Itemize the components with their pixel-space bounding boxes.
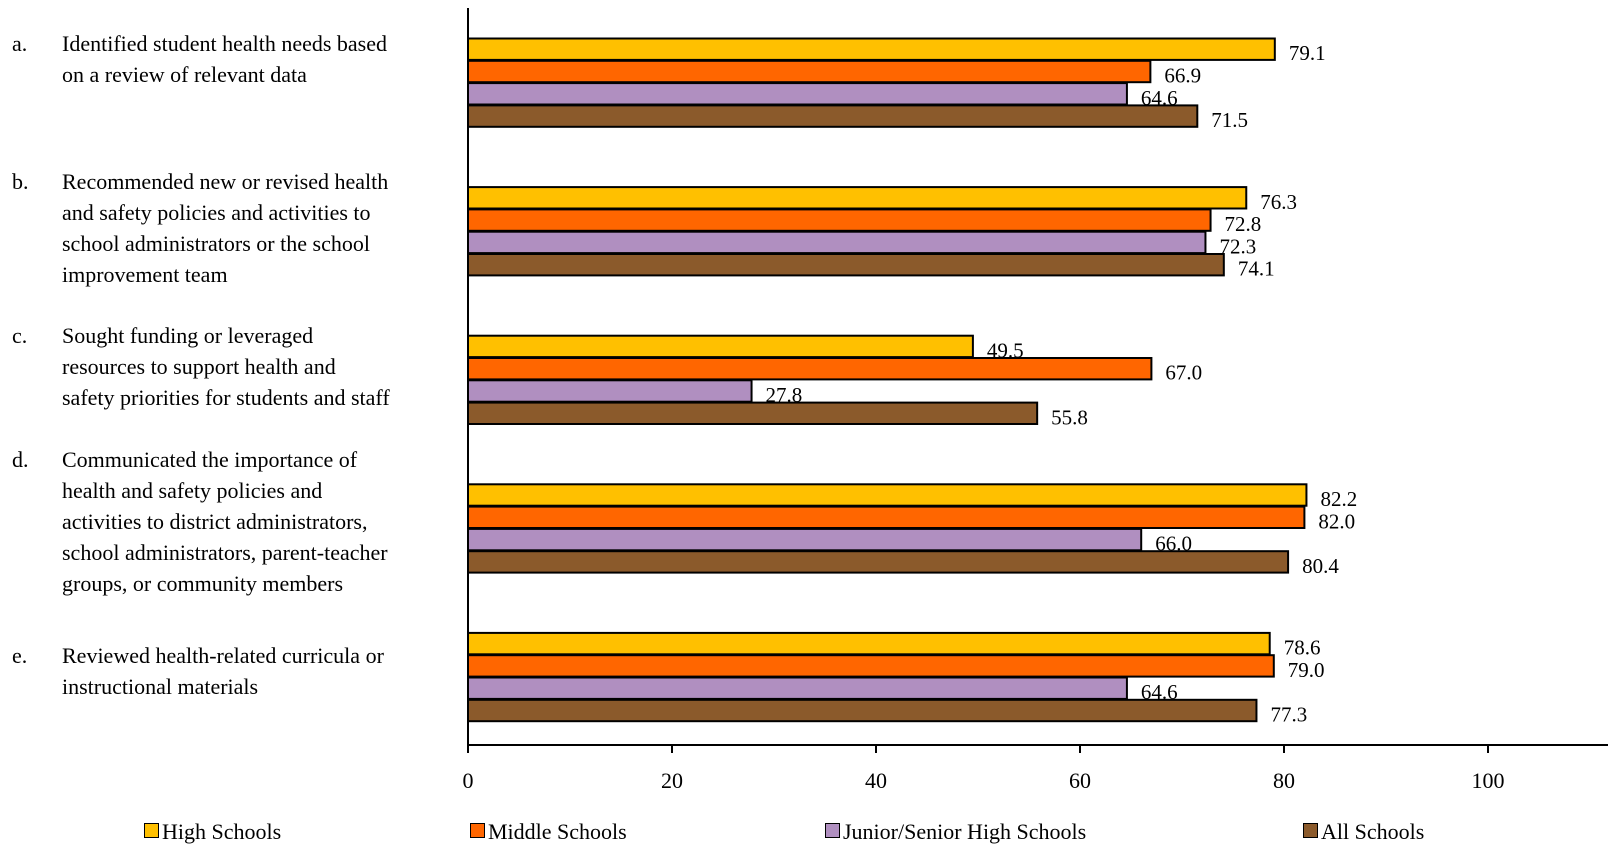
bar-middle-schools-b [467, 208, 1212, 232]
data-label: 78.6 [1284, 636, 1321, 660]
category-text-line: improvement team [62, 262, 228, 287]
bar-all-schools-c [467, 401, 1039, 426]
bar-middle-schools-c [467, 357, 1153, 381]
bar-junior-senior-high-schools-c [467, 379, 753, 403]
x-tick-label: 20 [661, 768, 683, 793]
data-label: 82.2 [1320, 487, 1357, 511]
bar-junior-senior-high-schools-e [467, 676, 1128, 700]
x-tick-label: 40 [865, 768, 887, 793]
x-tick-label: 0 [463, 768, 474, 793]
bar-all-schools-d [467, 550, 1290, 574]
data-label: 80.4 [1302, 554, 1339, 578]
legend-swatch [1303, 823, 1318, 838]
bar-middle-schools-d [467, 505, 1306, 530]
data-label: 82.0 [1318, 509, 1355, 533]
legend-label: All Schools [1321, 819, 1425, 844]
bar-high-schools-d [467, 483, 1308, 507]
bar-all-schools-a [467, 104, 1199, 128]
category-text: Identified student health needs based on … [62, 28, 462, 90]
category-text: Sought funding or leveraged resources to … [62, 320, 462, 413]
x-tick-label: 100 [1472, 768, 1505, 793]
legend-label: High Schools [162, 819, 282, 844]
bar-junior-senior-high-schools-d [467, 527, 1143, 552]
category-text-line: Identified student health needs based [62, 31, 388, 56]
legend: High Schools Middle Schools Junior/Senior … [0, 818, 1608, 858]
bar-high-schools-a [467, 37, 1276, 61]
legend-swatch [825, 823, 840, 838]
data-label: 72.8 [1225, 212, 1262, 236]
category-text: Reviewed health-related curricula or inst… [62, 640, 462, 702]
category-letter: b. [12, 169, 29, 194]
category-text-line: Communicated the importance of [62, 447, 358, 472]
data-label: 72.3 [1219, 234, 1256, 258]
category-text-line: health and safety policies and [62, 478, 323, 503]
category-text-line: Sought funding or leveraged [62, 323, 314, 348]
category-text-line: instructional materials [62, 674, 259, 699]
bar-junior-senior-high-schools-a [467, 82, 1128, 106]
category-text-line: school administrators, parent-teacher [62, 540, 388, 565]
bar-middle-schools-e [467, 654, 1275, 678]
data-label: 79.1 [1289, 41, 1326, 65]
bar-high-schools-c [467, 334, 974, 359]
category-letter: c. [12, 323, 28, 348]
category-text: Communicated the importance of health and… [62, 444, 462, 599]
data-label: 71.5 [1211, 108, 1248, 132]
data-label: 74.1 [1238, 257, 1275, 281]
data-label: 67.0 [1165, 361, 1202, 385]
bar-high-schools-e [467, 631, 1271, 656]
category-text-line: on a review of relevant data [62, 62, 307, 87]
category-text: Recommended new or revised health and saf… [62, 166, 462, 290]
data-label: 77.3 [1270, 703, 1307, 727]
legend-item: All Schools [1303, 818, 1424, 846]
legend-label: Junior/Senior High Schools [843, 819, 1087, 844]
category-text-line: and safety policies and activities to [62, 200, 371, 225]
x-tick-label: 60 [1069, 768, 1091, 793]
bar-high-schools-b [467, 186, 1248, 210]
data-label: 66.9 [1164, 64, 1201, 88]
bar-junior-senior-high-schools-b [467, 230, 1207, 255]
data-label: 79.0 [1288, 658, 1325, 682]
legend-item: Junior/Senior High Schools [825, 818, 1086, 846]
category-text-line: Reviewed health-related curricula or [62, 643, 384, 668]
legend-item: High Schools [144, 818, 281, 846]
category-text-line: resources to support health and [62, 354, 336, 379]
legend-swatch [470, 823, 485, 838]
category-text-line: groups, or community members [62, 571, 344, 596]
legend-item: Middle Schools [470, 818, 627, 846]
bar-middle-schools-a [467, 59, 1152, 84]
category-text-line: school administrators or the school [62, 231, 370, 256]
data-label: 55.8 [1051, 405, 1088, 429]
category-text-line: activities to district administrators, [62, 509, 368, 534]
x-tick-label: 80 [1273, 768, 1295, 793]
bar-all-schools-b [467, 253, 1225, 277]
category-text-line: Recommended new or revised health [62, 169, 389, 194]
category-letter: d. [12, 447, 29, 472]
category-text-line: safety priorities for students and staff [62, 385, 390, 410]
legend-label: Middle Schools [488, 819, 627, 844]
data-label: 76.3 [1260, 190, 1297, 214]
category-letter: a. [12, 31, 28, 56]
category-letter: e. [12, 643, 28, 668]
bar-all-schools-e [467, 698, 1258, 723]
legend-swatch [144, 823, 159, 838]
